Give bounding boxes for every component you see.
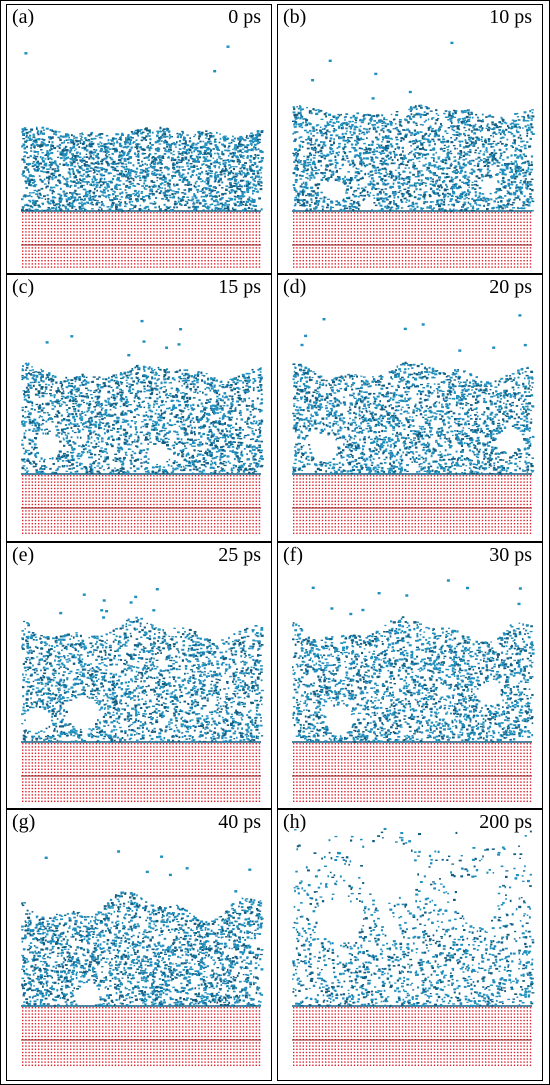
water-molecules (292, 314, 535, 476)
panel-time-label: 20 ps (489, 277, 532, 297)
water-molecules (292, 41, 535, 213)
water-molecules (21, 850, 264, 1008)
water-molecules (21, 319, 264, 475)
snapshot-panel: (f) 30 ps (277, 542, 543, 809)
panel-time-label: 15 ps (218, 277, 261, 297)
panel-label: (d) (283, 277, 306, 297)
substrate-lattice (21, 473, 261, 534)
panel-label: (a) (12, 7, 34, 27)
substrate-lattice (21, 1005, 261, 1066)
md-scene (21, 319, 264, 534)
substrate-lattice (292, 210, 532, 268)
panel-label: (b) (283, 7, 306, 27)
md-scene (21, 588, 264, 802)
md-scene (292, 827, 535, 1066)
snapshot-panel: (e) 25 ps (6, 542, 272, 809)
substrate-lattice (292, 1005, 532, 1066)
water-molecules (292, 579, 535, 743)
md-scene (21, 850, 264, 1066)
panel-label: (f) (283, 545, 303, 565)
panel-time-label: 10 ps (489, 7, 532, 27)
snapshot-panel: (b) 10 ps (277, 4, 543, 274)
panel-time-label: 40 ps (218, 812, 261, 832)
substrate-lattice (292, 741, 532, 802)
snapshot-panel: (h) 200 ps (277, 809, 543, 1081)
panel-label: (e) (12, 545, 34, 565)
panel-time-label: 25 ps (218, 545, 261, 565)
snapshot-panel: (d) 20 ps (277, 274, 543, 542)
panel-time-label: 30 ps (489, 545, 532, 565)
water-molecules (21, 588, 264, 744)
snapshot-panel: (c) 15 ps (6, 274, 272, 542)
panel-label: (c) (12, 277, 34, 297)
snapshot-panel: (g) 40 ps (6, 809, 272, 1081)
panel-time-label: 200 ps (479, 812, 532, 832)
panel-time-label: 0 ps (228, 7, 261, 27)
substrate-lattice (21, 741, 261, 802)
panel-label: (g) (12, 812, 35, 832)
md-scene (21, 45, 264, 268)
water-molecules (292, 827, 535, 1008)
md-scene (292, 314, 535, 534)
substrate-lattice (21, 210, 261, 268)
md-scene (292, 579, 535, 802)
md-scene (292, 41, 535, 268)
water-molecules (21, 45, 264, 213)
snapshot-panel: (a) 0 ps (6, 4, 272, 274)
panel-label: (h) (283, 812, 306, 832)
substrate-lattice (292, 473, 532, 534)
